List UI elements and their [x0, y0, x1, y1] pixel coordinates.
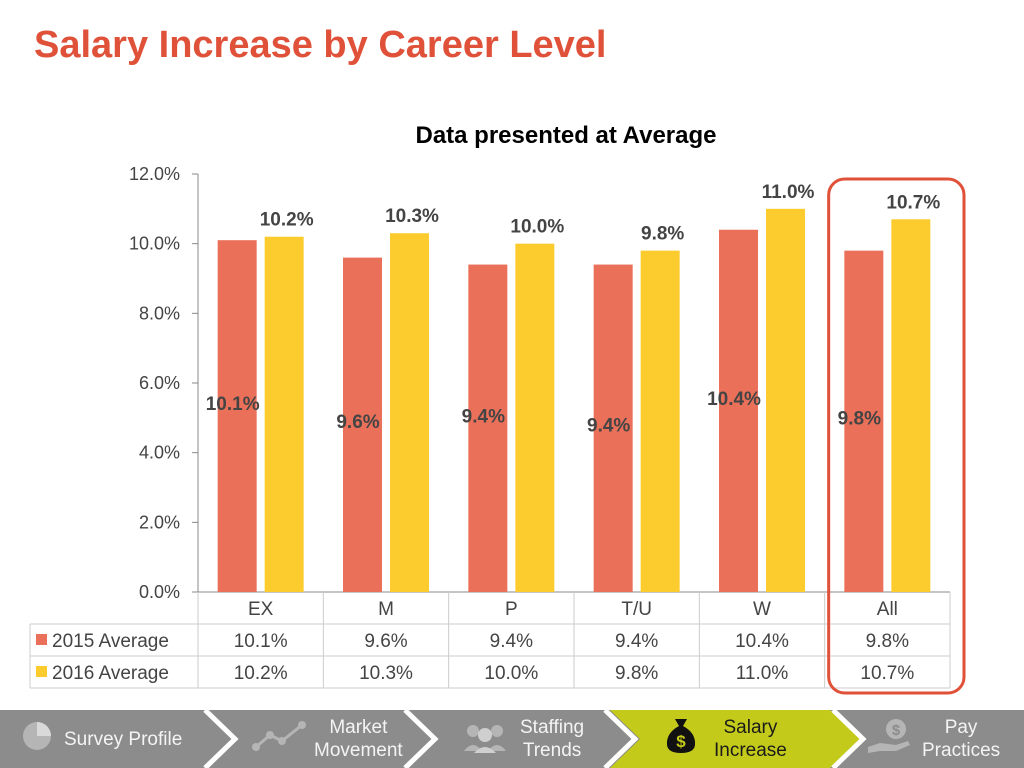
- data-label-2016: 10.7%: [886, 192, 940, 213]
- y-tick-label: 2.0%: [139, 512, 180, 532]
- hand-coin-icon: $: [866, 717, 912, 761]
- bar-2015: [719, 229, 758, 592]
- nav-label: Market: [329, 717, 388, 738]
- nav-item-survey-profile[interactable]: Survey Profile: [20, 710, 182, 768]
- nav-label: Pay: [944, 717, 978, 738]
- nav-label: Trends: [522, 740, 582, 761]
- nav-item-salary-increase[interactable]: $ Salary Increase: [664, 710, 787, 768]
- svg-text:$: $: [892, 722, 901, 739]
- table-cell: 9.8%: [866, 631, 909, 652]
- y-tick-label: 8.0%: [139, 303, 180, 323]
- svg-text:$: $: [676, 732, 686, 751]
- table-cell: 10.7%: [860, 663, 914, 684]
- legend-swatch-2016: [36, 666, 47, 677]
- table-cell: 10.3%: [359, 663, 413, 684]
- nav-label: Staffing: [520, 717, 585, 738]
- nav-active-highlight: [610, 710, 860, 768]
- nav-label: Salary: [723, 717, 778, 738]
- nav-divider: [403, 710, 439, 768]
- bar-2015: [593, 264, 633, 592]
- table-cell: 9.6%: [364, 631, 407, 652]
- table-cell: 9.8%: [615, 663, 658, 684]
- table-cell: 9.4%: [615, 631, 658, 652]
- x-category-label: W: [753, 599, 771, 620]
- legend-label: 2016 Average: [52, 663, 169, 684]
- data-label-2016: 10.3%: [385, 206, 439, 227]
- bar-2016: [515, 243, 555, 592]
- nav-divider: [831, 710, 867, 768]
- nav-label: Survey Profile: [64, 728, 183, 750]
- bar-2016: [766, 208, 805, 593]
- data-label-2016: 9.8%: [641, 224, 684, 245]
- data-label-2016: 10.0%: [510, 217, 564, 238]
- y-tick-label: 12.0%: [129, 164, 180, 184]
- y-tick-label: 4.0%: [139, 443, 180, 463]
- pie-chart-icon: [20, 719, 54, 759]
- bar-2015: [217, 240, 257, 592]
- data-label-2016: 10.2%: [260, 210, 314, 231]
- table-cell: 10.0%: [484, 663, 538, 684]
- bar-2016: [264, 236, 304, 592]
- nav-label: Movement: [314, 740, 403, 761]
- bar-2015: [343, 257, 382, 592]
- bar-2015: [468, 264, 508, 592]
- nav-item-market-movement[interactable]: Market Movement: [252, 710, 403, 768]
- legend-swatch-2015: [36, 634, 47, 645]
- data-label-2015: 9.8%: [838, 408, 881, 429]
- nav-label: Increase: [714, 740, 787, 761]
- nav-chevrons: [203, 710, 867, 768]
- nav-item-pay-practices[interactable]: $ Pay Practices: [866, 710, 1000, 768]
- x-category-label: P: [505, 599, 518, 620]
- nav-divider: [603, 710, 639, 768]
- x-category-label: EX: [248, 599, 274, 620]
- section-nav: Survey Profile Market Movement Staffing Tr…: [0, 710, 1024, 768]
- data-label-2016: 11.0%: [762, 182, 815, 203]
- table-cell: 10.2%: [234, 663, 288, 684]
- x-category-label: T/U: [621, 599, 652, 620]
- data-label-2015: 9.4%: [462, 406, 505, 427]
- chart-title: Data presented at Average: [415, 122, 716, 149]
- legend-label: 2015 Average: [52, 631, 169, 652]
- table-cell: 9.4%: [490, 631, 533, 652]
- x-category-label: All: [877, 599, 898, 620]
- bar-chart: Data presented at Average 0.0% 2.0% 4.0% 6.0…: [29, 122, 966, 695]
- nav-divider: [203, 710, 239, 768]
- data-label-2015: 9.6%: [336, 412, 379, 433]
- y-tick-label: 10.0%: [129, 234, 180, 254]
- x-category-label: M: [378, 599, 394, 620]
- slide-title: Salary Increase by Career Level: [34, 24, 607, 66]
- table-cell: 11.0%: [736, 663, 789, 684]
- people-group-icon: [462, 719, 508, 759]
- bar-2016: [390, 233, 429, 592]
- data-label-2015: 10.4%: [707, 389, 761, 410]
- y-tick-label: 6.0%: [139, 373, 180, 393]
- bar-2015: [844, 250, 884, 592]
- data-label-2015: 9.4%: [587, 415, 630, 436]
- y-tick-label: 0.0%: [139, 582, 180, 602]
- bar-2016: [891, 219, 931, 593]
- data-label-2015: 10.1%: [206, 394, 260, 415]
- highlight-box: [827, 177, 966, 695]
- bar-2016: [640, 250, 680, 592]
- nav-item-staffing-trends[interactable]: Staffing Trends: [462, 710, 584, 768]
- nav-label: Practices: [922, 740, 1001, 761]
- line-graph-icon: [252, 719, 306, 759]
- table-cell: 10.4%: [735, 631, 789, 652]
- money-bag-icon: $: [664, 717, 698, 761]
- table-cell: 10.1%: [234, 631, 288, 652]
